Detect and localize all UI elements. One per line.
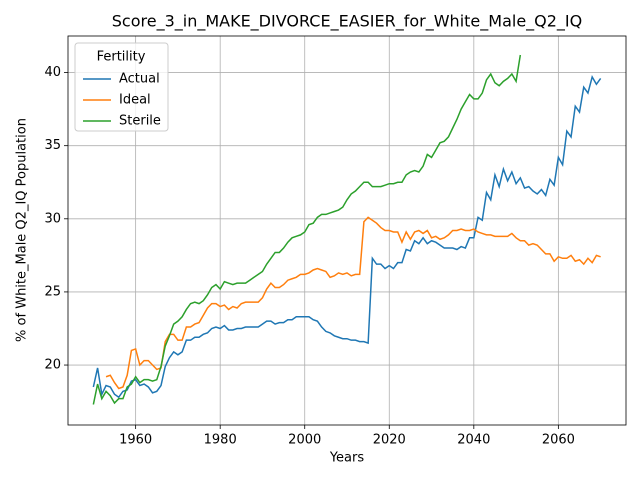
legend-title: Fertility <box>97 50 146 65</box>
y-axis-label: % of White_Male Q2_IQ Population <box>15 118 30 342</box>
y-tick-label: 20 <box>44 358 61 373</box>
x-tick-label: 1980 <box>204 433 237 448</box>
x-tick-label: 2020 <box>373 433 406 448</box>
data-line <box>105 216 601 390</box>
x-axis-label: Years <box>329 451 365 466</box>
legend-label: Sterile <box>119 114 161 129</box>
legend-label: Ideal <box>119 93 151 108</box>
x-tick-label: 1960 <box>119 433 152 448</box>
y-tick-label: 35 <box>44 138 61 153</box>
legend-box <box>74 42 169 132</box>
y-tick-label: 30 <box>44 211 61 226</box>
plot-frame <box>67 35 627 426</box>
y-tick-label: 40 <box>44 65 61 80</box>
legend: Fertility Actual Ideal Sterile <box>74 42 169 132</box>
x-tick-label: 2000 <box>288 433 321 448</box>
x-tick-label: 2040 <box>457 433 490 448</box>
x-tick-label: 2060 <box>542 433 575 448</box>
data-line <box>92 54 522 405</box>
data-line <box>92 74 602 399</box>
y-tick-label: 25 <box>44 284 61 299</box>
legend-label: Actual <box>119 72 160 87</box>
chart-title: Score_3_in_MAKE_DIVORCE_EASIER_for_White… <box>112 12 583 32</box>
